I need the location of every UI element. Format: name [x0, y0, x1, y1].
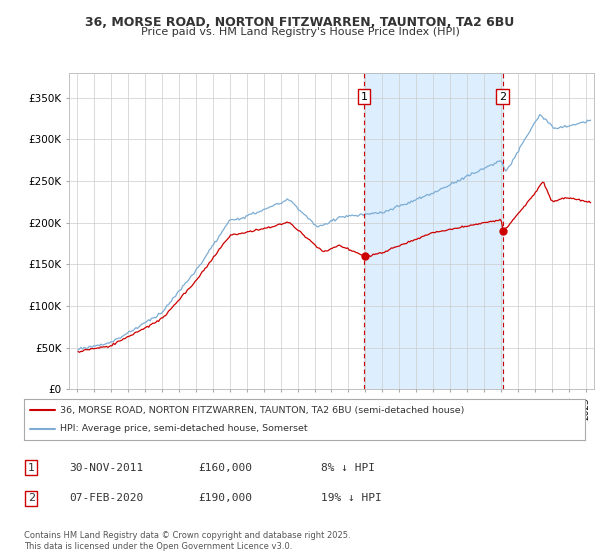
- Text: 36, MORSE ROAD, NORTON FITZWARREN, TAUNTON, TA2 6BU (semi-detached house): 36, MORSE ROAD, NORTON FITZWARREN, TAUNT…: [61, 405, 465, 414]
- Bar: [364, 73, 503, 389]
- Text: £160,000: £160,000: [198, 463, 252, 473]
- Text: 1: 1: [28, 463, 35, 473]
- Text: 07-FEB-2020: 07-FEB-2020: [69, 493, 143, 503]
- Text: 36, MORSE ROAD, NORTON FITZWARREN, TAUNTON, TA2 6BU: 36, MORSE ROAD, NORTON FITZWARREN, TAUNT…: [85, 16, 515, 29]
- Text: £190,000: £190,000: [198, 493, 252, 503]
- Text: HPI: Average price, semi-detached house, Somerset: HPI: Average price, semi-detached house,…: [61, 424, 308, 433]
- Text: 8% ↓ HPI: 8% ↓ HPI: [321, 463, 375, 473]
- Text: 19% ↓ HPI: 19% ↓ HPI: [321, 493, 382, 503]
- Text: 2: 2: [28, 493, 35, 503]
- Text: Price paid vs. HM Land Registry's House Price Index (HPI): Price paid vs. HM Land Registry's House …: [140, 27, 460, 38]
- Text: 1: 1: [361, 91, 367, 101]
- Text: 30-NOV-2011: 30-NOV-2011: [69, 463, 143, 473]
- Text: 2: 2: [499, 91, 506, 101]
- Text: Contains HM Land Registry data © Crown copyright and database right 2025.
This d: Contains HM Land Registry data © Crown c…: [24, 530, 350, 552]
